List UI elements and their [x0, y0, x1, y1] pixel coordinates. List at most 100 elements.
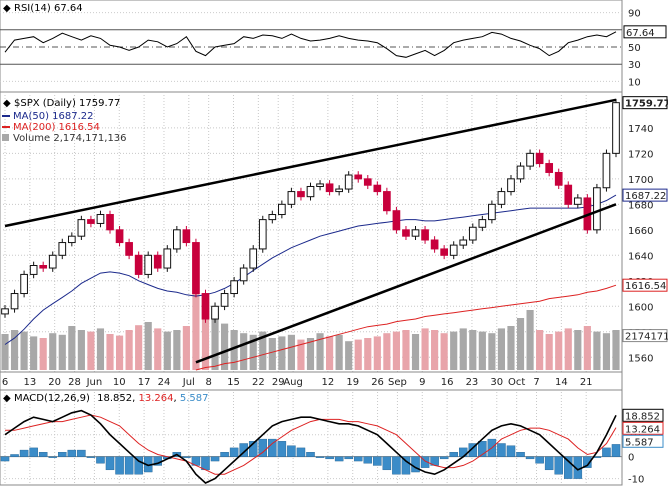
macd-badge-label: 18.852	[625, 411, 660, 422]
candle-body	[29, 264, 38, 275]
macd-legend-signal: 13.264	[139, 393, 174, 404]
macd-histogram-bar	[287, 445, 296, 457]
macd-histogram-bar	[439, 456, 449, 460]
candle-body	[173, 229, 181, 250]
candle-body	[545, 163, 554, 173]
rsi-tick-label: 30	[628, 60, 641, 71]
volume-bar	[488, 333, 496, 370]
candle-body	[20, 273, 28, 295]
macd-panel-frame	[0, 389, 623, 486]
volume-bar	[507, 326, 515, 370]
volume-bar	[259, 331, 267, 370]
volume-bar	[583, 326, 591, 370]
volume-bar	[77, 330, 85, 370]
macd-histogram-bar	[29, 447, 38, 457]
macd-histogram-bar	[58, 452, 67, 457]
macd-legend-prefix: MACD(12,26,9)	[14, 393, 90, 404]
candle-body	[573, 197, 582, 205]
candle-body	[287, 191, 296, 205]
macd-histogram-bar	[420, 456, 430, 468]
rsi-value-badge: 67.64	[623, 25, 667, 39]
rsi-panel-frame	[0, 0, 623, 93]
candle-body	[220, 293, 229, 307]
macd-legend-icon: ◆	[3, 393, 11, 404]
macd-histogram-bar	[382, 456, 392, 471]
candle-body	[163, 248, 172, 269]
rsi-tick-label: 90	[628, 9, 641, 20]
macd-badge-box	[622, 408, 664, 422]
ma50-badge-box	[622, 188, 668, 202]
macd-histogram-bar	[611, 444, 621, 457]
x-tick-label: 29	[272, 377, 285, 388]
macd-histogram-bar	[201, 456, 210, 471]
price-badges: 1759.77 1687.22 1616.54 2174171	[622, 96, 668, 343]
candle-body	[239, 267, 248, 282]
macd-histogram-bar	[315, 456, 325, 458]
volume-bar	[10, 330, 19, 370]
candle-body	[258, 219, 267, 250]
x-tick-label: 21	[580, 377, 593, 388]
rsi-panel: 9070503010 ◆ RSI(14) 67.64 67.64	[0, 0, 667, 93]
volume-bar	[230, 330, 238, 370]
macd-histogram-bar	[124, 456, 134, 475]
macd-histogram-bar	[210, 456, 220, 462]
x-tick-label: 15	[227, 377, 240, 388]
macd-histogram-bar	[96, 456, 105, 464]
macd-histogram-bar	[239, 443, 248, 457]
price-panel: 1740172017001680166016401620160015801560…	[0, 91, 668, 373]
candle-body	[392, 210, 401, 231]
macd-legend-hist: 5.587	[180, 393, 209, 404]
candle-body	[554, 171, 563, 186]
macd-histogram-bar	[468, 443, 478, 457]
macd-histogram-bar	[48, 456, 57, 458]
candle-body	[192, 242, 200, 295]
volume-bar	[135, 325, 143, 370]
volume-bar	[555, 331, 563, 370]
x-tick-label: 14	[555, 377, 568, 388]
ma200-line-group	[195, 284, 617, 371]
volume-bar	[240, 333, 248, 370]
macd-histogram-bar	[277, 441, 287, 457]
volume-bar	[211, 314, 219, 370]
candle-body	[39, 264, 48, 269]
candle-body	[516, 165, 525, 180]
candle-body	[564, 184, 573, 205]
candle-body	[87, 219, 95, 224]
candle-body	[526, 152, 534, 167]
volume-bar	[497, 328, 506, 370]
volume-bar	[383, 333, 391, 370]
macd-badges: 18.852 13.264 5.587	[622, 408, 664, 448]
macd-histogram-bar	[67, 449, 77, 457]
ma200-line	[195, 284, 617, 371]
volume-bar	[574, 330, 582, 370]
macd-histogram-bar	[344, 456, 353, 460]
volume-bar	[316, 333, 324, 370]
volume-bar	[459, 328, 467, 370]
macd-histogram-bar	[334, 456, 344, 462]
candle-body	[363, 178, 372, 186]
macd-legend-macd: 18.852	[97, 393, 132, 404]
macd-histogram-bar	[296, 447, 306, 457]
candle-body	[449, 244, 458, 256]
volume-badge-label: 2174171	[625, 332, 668, 343]
x-tick-label: 8	[205, 377, 211, 388]
candle-body	[211, 305, 219, 320]
candle-body	[497, 191, 506, 205]
macd-lines	[4, 409, 617, 484]
macd-histogram-bar	[325, 456, 334, 460]
volume-bar	[68, 326, 76, 370]
x-tick-label: Jun	[86, 377, 103, 388]
volume-bar	[287, 334, 295, 370]
volume-bar	[364, 338, 372, 370]
macd-histogram-bar	[458, 447, 468, 457]
volume-bar	[602, 333, 611, 370]
volume-bar	[516, 318, 525, 370]
rsi-grid	[0, 12, 622, 82]
macd-main-line	[4, 409, 617, 484]
volume-bar	[20, 331, 28, 370]
volume-bar	[306, 338, 315, 370]
volume-bar	[392, 331, 401, 370]
x-tick-label: 19	[346, 377, 359, 388]
